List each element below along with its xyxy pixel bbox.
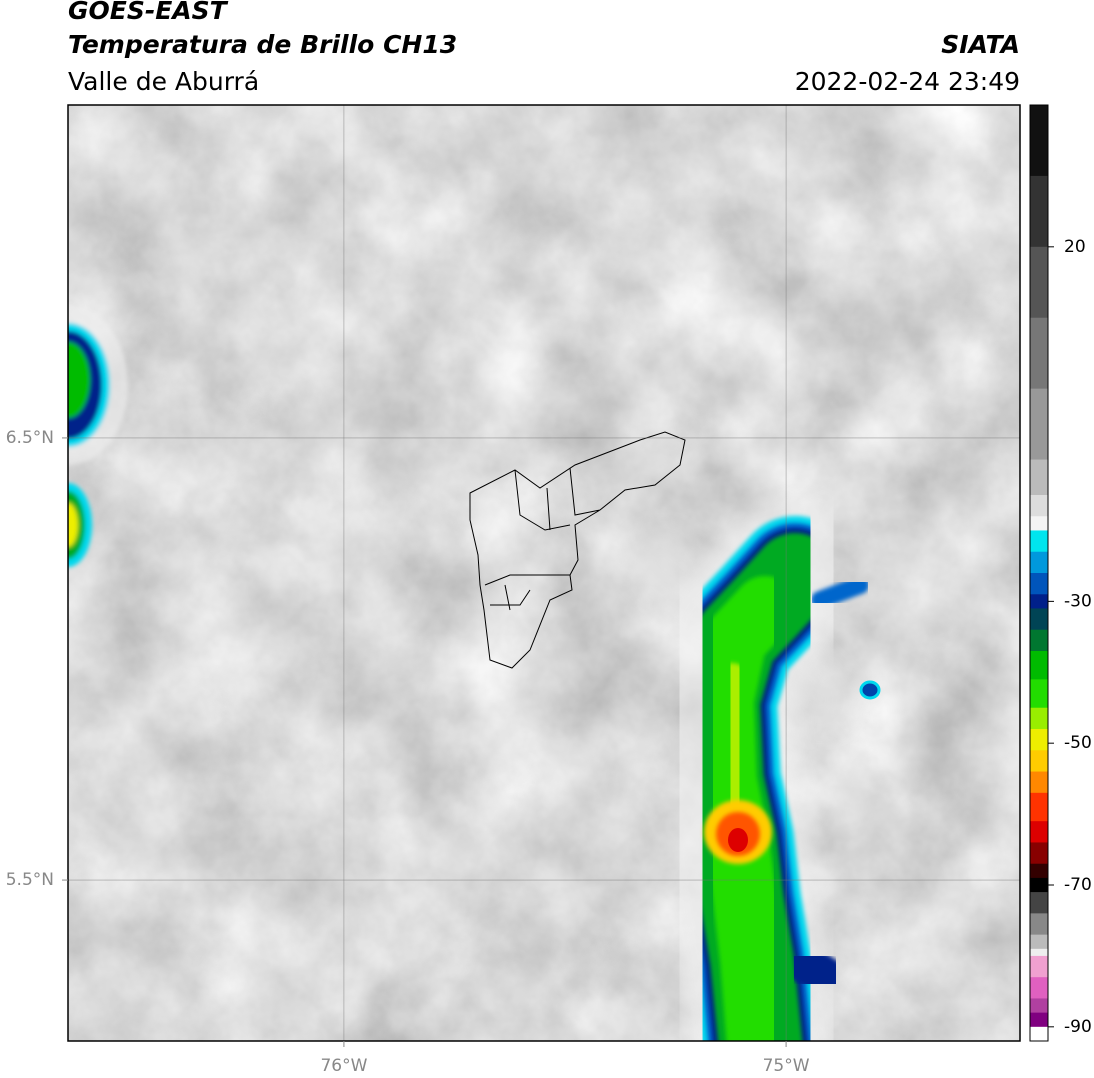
colorbar-level — [1030, 573, 1048, 595]
colorbar-level — [1030, 729, 1048, 751]
colorbar-level — [1030, 246, 1048, 319]
storm — [630, 500, 870, 1041]
x-tick-label: 76°W — [320, 1056, 367, 1076]
cell — [859, 680, 881, 700]
colorbar-level — [1030, 1012, 1048, 1028]
y-tick-label: 6.5°N — [6, 428, 54, 448]
colorbar-level — [1030, 551, 1048, 574]
colorbar-level — [1030, 977, 1048, 999]
colorbar-level — [1030, 459, 1048, 496]
colorbar-level — [1030, 707, 1048, 730]
colorbar-level — [1030, 495, 1048, 517]
colorbar: 20 -30 -50 -70 -90 — [1030, 105, 1092, 1042]
colorbar-level — [1030, 750, 1048, 773]
colorbar-level — [1030, 1026, 1048, 1042]
colorbar-level — [1030, 892, 1048, 914]
source: SIATA — [941, 30, 1020, 59]
colorbar-level — [1030, 842, 1048, 865]
colorbar-level — [1030, 821, 1048, 843]
background-field — [68, 105, 1020, 1041]
colorbar-level — [1030, 955, 1048, 978]
colorbar-level — [1030, 175, 1048, 248]
colorbar-level — [1030, 679, 1048, 709]
title: GOES-EAST — [68, 0, 229, 25]
colorbar-tick-label: -30 — [1064, 591, 1092, 611]
colorbar-level — [1030, 792, 1048, 822]
valley-outline — [469, 431, 686, 669]
colorbar-level — [1030, 913, 1048, 936]
x-tick-label: 75°W — [763, 1056, 810, 1076]
colorbar-level — [1030, 948, 1048, 957]
west-cells — [68, 305, 128, 567]
map-area — [68, 105, 1020, 1041]
colorbar-level — [1030, 998, 1048, 1014]
colorbar-level — [1030, 317, 1048, 390]
colorbar-tick-label: -70 — [1064, 875, 1092, 895]
colorbar-level — [1030, 608, 1048, 631]
colorbar-tick-label: -90 — [1064, 1017, 1092, 1037]
colorbar-level — [1030, 934, 1048, 950]
region: Valle de Aburrá — [68, 67, 259, 96]
colorbar-level — [1030, 530, 1048, 553]
colorbar-level — [1030, 651, 1048, 680]
map-frame — [67, 104, 1021, 1042]
subtitle: Temperatura de Brillo CH13 — [68, 30, 457, 59]
y-tick-label: 5.5°N — [6, 870, 54, 890]
colorbar-level — [1030, 629, 1048, 652]
colorbar-level — [1030, 771, 1048, 794]
colorbar-level — [1030, 863, 1048, 879]
colorbar-level — [1030, 877, 1048, 893]
datetime: 2022-02-24 23:49 — [795, 67, 1020, 96]
colorbar-tick-label: 20 — [1064, 237, 1086, 257]
colorbar-frame — [1029, 104, 1049, 1042]
colorbar-level — [1030, 105, 1048, 177]
colorbar-level — [1030, 516, 1048, 531]
colorbar-level — [1030, 388, 1048, 461]
grid — [68, 105, 1020, 1041]
core — [728, 828, 748, 852]
colorbar-tick-label: -50 — [1064, 733, 1092, 753]
colorbar-level — [1030, 594, 1048, 609]
